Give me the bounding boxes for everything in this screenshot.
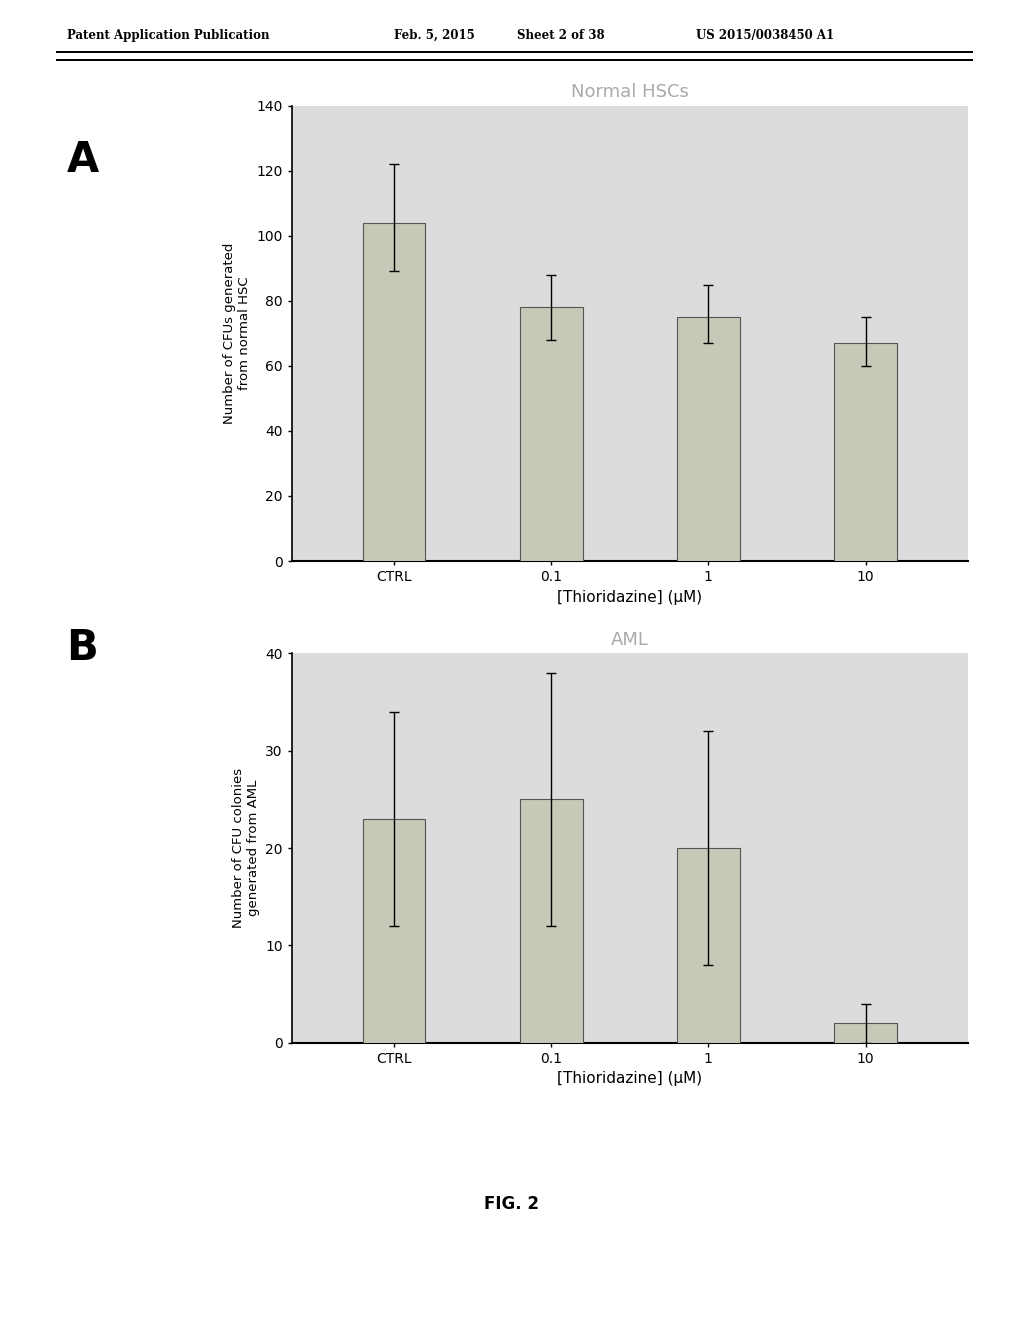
Bar bbox=[677, 849, 739, 1043]
Bar bbox=[362, 818, 425, 1043]
Bar bbox=[362, 223, 425, 561]
Bar bbox=[835, 343, 897, 561]
Title: AML: AML bbox=[611, 631, 648, 649]
Y-axis label: Number of CFU colonies
generated from AML: Number of CFU colonies generated from AM… bbox=[231, 768, 260, 928]
Text: A: A bbox=[67, 139, 98, 181]
Bar bbox=[835, 1023, 897, 1043]
Text: Sheet 2 of 38: Sheet 2 of 38 bbox=[517, 29, 605, 42]
X-axis label: [Thioridazine] (μM): [Thioridazine] (μM) bbox=[557, 1072, 702, 1086]
Bar bbox=[677, 317, 739, 561]
Bar bbox=[520, 800, 583, 1043]
Text: US 2015/0038450 A1: US 2015/0038450 A1 bbox=[696, 29, 835, 42]
Text: B: B bbox=[67, 627, 98, 669]
Text: FIG. 2: FIG. 2 bbox=[484, 1195, 540, 1213]
X-axis label: [Thioridazine] (μM): [Thioridazine] (μM) bbox=[557, 590, 702, 605]
Title: Normal HSCs: Normal HSCs bbox=[570, 83, 689, 102]
Bar bbox=[520, 308, 583, 561]
Y-axis label: Number of CFUs generated
from normal HSC: Number of CFUs generated from normal HSC bbox=[223, 243, 251, 424]
Text: Patent Application Publication: Patent Application Publication bbox=[67, 29, 269, 42]
Text: Feb. 5, 2015: Feb. 5, 2015 bbox=[394, 29, 475, 42]
